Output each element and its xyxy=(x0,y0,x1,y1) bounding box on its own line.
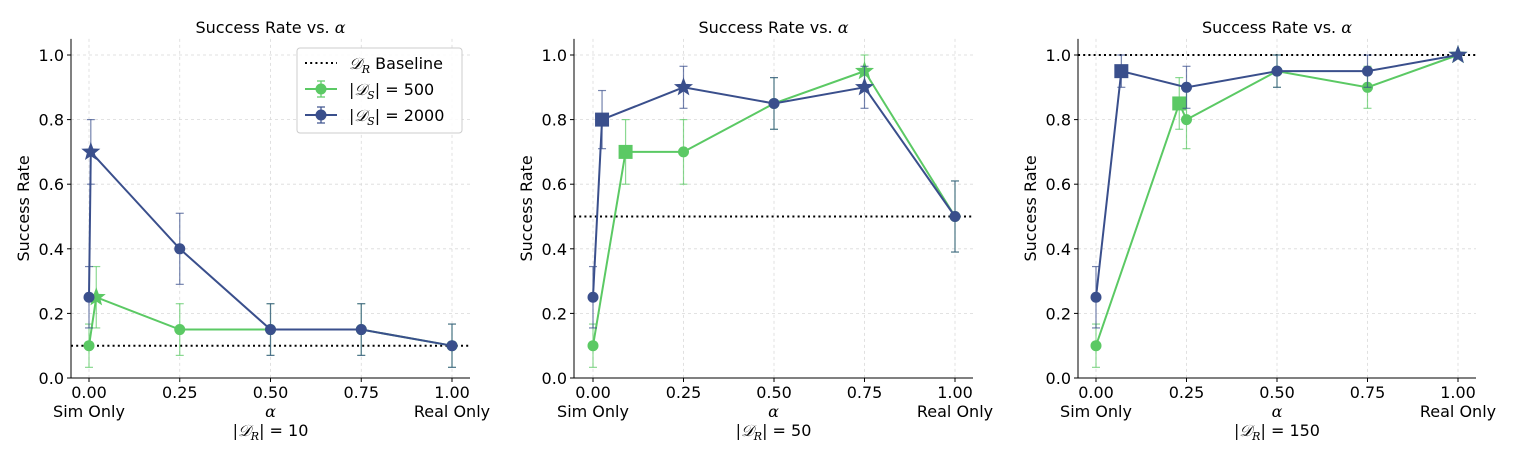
series-line xyxy=(1095,54,1459,347)
y-tick-label: 0.0 xyxy=(1046,369,1071,388)
data-point-star xyxy=(86,287,106,306)
x-tick-label: 0.00 xyxy=(71,383,107,402)
y-tick-label: 0.4 xyxy=(39,240,64,259)
x-tick-label: 1.00 xyxy=(937,383,973,402)
x-tick-label: 1.00 xyxy=(434,383,470,402)
x-tick-label: 0.75 xyxy=(1350,383,1386,402)
y-tick-label: 0.4 xyxy=(542,240,567,259)
data-point-circle xyxy=(587,291,599,303)
y-tick-label: 0.6 xyxy=(39,175,64,194)
data-point-circle xyxy=(265,324,276,336)
y-tick-label: 1.0 xyxy=(1046,46,1071,65)
x-tick-sublabel: Real Only xyxy=(414,402,490,421)
x-tick-sublabel: Real Only xyxy=(1420,402,1496,421)
series-line xyxy=(592,69,956,346)
data-point-circle xyxy=(587,340,599,352)
data-point-square xyxy=(595,112,610,127)
subplot-title: Success Rate vs. α xyxy=(698,18,848,37)
series-line xyxy=(1095,54,1459,298)
subplot-title: Success Rate vs. α xyxy=(1202,18,1352,37)
x-axis-label: α xyxy=(265,402,276,421)
y-tick-label: 1.0 xyxy=(39,46,64,65)
x-tick-label: 0.00 xyxy=(1078,383,1114,402)
data-point-star xyxy=(1448,45,1468,64)
y-axis-label: Success Rate xyxy=(14,155,33,261)
x-axis-label: α xyxy=(1272,402,1283,421)
data-point-circle xyxy=(1181,81,1192,93)
data-point-star xyxy=(854,77,875,96)
data-point-square xyxy=(1172,96,1187,111)
y-tick-label: 0.4 xyxy=(1046,240,1071,259)
x-tick-label: 0.50 xyxy=(1259,383,1295,402)
y-tick-label: 0.2 xyxy=(39,304,64,323)
data-point-circle xyxy=(174,324,186,336)
x-tick-sublabel: Sim Only xyxy=(1060,402,1132,421)
y-axis-label: Success Rate xyxy=(1021,155,1040,261)
x-tick-sublabel: Sim Only xyxy=(53,402,125,421)
x-tick-label: 0.25 xyxy=(1169,383,1205,402)
y-tick-label: 0.2 xyxy=(542,304,567,323)
x-tick-label: 0.25 xyxy=(666,383,702,402)
subplot-caption: |𝒟R| = 10 xyxy=(233,421,309,443)
y-tick-label: 0.8 xyxy=(542,111,567,130)
data-point-circle xyxy=(174,243,186,255)
subplot-caption: |𝒟R| = 50 xyxy=(736,421,812,443)
series-2000 xyxy=(587,65,961,329)
series-2000 xyxy=(81,118,458,368)
data-point-star xyxy=(673,77,694,96)
y-axis-label: Success Rate xyxy=(517,155,536,261)
x-tick-label: 0.25 xyxy=(162,383,198,402)
x-tick-label: 0.50 xyxy=(756,383,792,402)
x-axis-label: α xyxy=(768,402,779,421)
data-point-circle xyxy=(83,291,95,303)
x-tick-label: 0.75 xyxy=(847,383,883,402)
subplot-title: Success Rate vs. α xyxy=(195,18,345,37)
series-line xyxy=(88,149,453,347)
y-tick-label: 0.8 xyxy=(1046,111,1071,130)
data-point-star xyxy=(81,141,101,160)
x-tick-label: 0.00 xyxy=(575,383,611,402)
data-point-circle xyxy=(446,340,458,352)
legend-frame xyxy=(296,47,463,134)
x-tick-sublabel: Real Only xyxy=(917,402,993,421)
x-tick-label: 0.50 xyxy=(253,383,289,402)
y-tick-label: 0.0 xyxy=(39,369,64,388)
legend-marker xyxy=(315,83,327,95)
legend-label: |𝒟S| = 2000 xyxy=(349,106,444,128)
data-point-circle xyxy=(355,324,367,336)
data-point-circle xyxy=(1271,65,1283,77)
series-2000 xyxy=(1090,45,1468,329)
y-tick-label: 1.0 xyxy=(542,46,567,65)
data-point-circle xyxy=(1181,114,1192,126)
x-tick-label: 1.00 xyxy=(1440,383,1476,402)
data-point-circle xyxy=(1090,291,1102,303)
y-tick-label: 0.0 xyxy=(542,369,567,388)
data-point-circle xyxy=(768,97,780,109)
data-point-square xyxy=(1114,64,1129,79)
series-line xyxy=(592,86,956,298)
data-point-circle xyxy=(1090,340,1102,352)
data-point-circle xyxy=(949,211,961,222)
data-point-circle xyxy=(1362,65,1373,77)
subplot-caption: |𝒟R| = 150 xyxy=(1234,421,1320,443)
y-tick-label: 0.2 xyxy=(1046,304,1071,323)
legend: 𝒟R Baseline |𝒟S| = 500 |𝒟S| = 2000 xyxy=(296,47,463,134)
legend-label: 𝒟R Baseline xyxy=(349,54,443,76)
data-point-circle xyxy=(678,146,689,158)
data-point-square xyxy=(618,144,633,159)
data-point-circle xyxy=(83,340,95,352)
y-tick-label: 0.6 xyxy=(542,175,567,194)
legend-marker xyxy=(315,109,327,121)
legend-label: |𝒟S| = 500 xyxy=(349,80,434,102)
x-tick-label: 0.75 xyxy=(343,383,379,402)
y-tick-label: 0.8 xyxy=(39,111,64,130)
x-tick-sublabel: Sim Only xyxy=(557,402,629,421)
series-500 xyxy=(1090,45,1468,368)
y-tick-label: 0.6 xyxy=(1046,175,1071,194)
